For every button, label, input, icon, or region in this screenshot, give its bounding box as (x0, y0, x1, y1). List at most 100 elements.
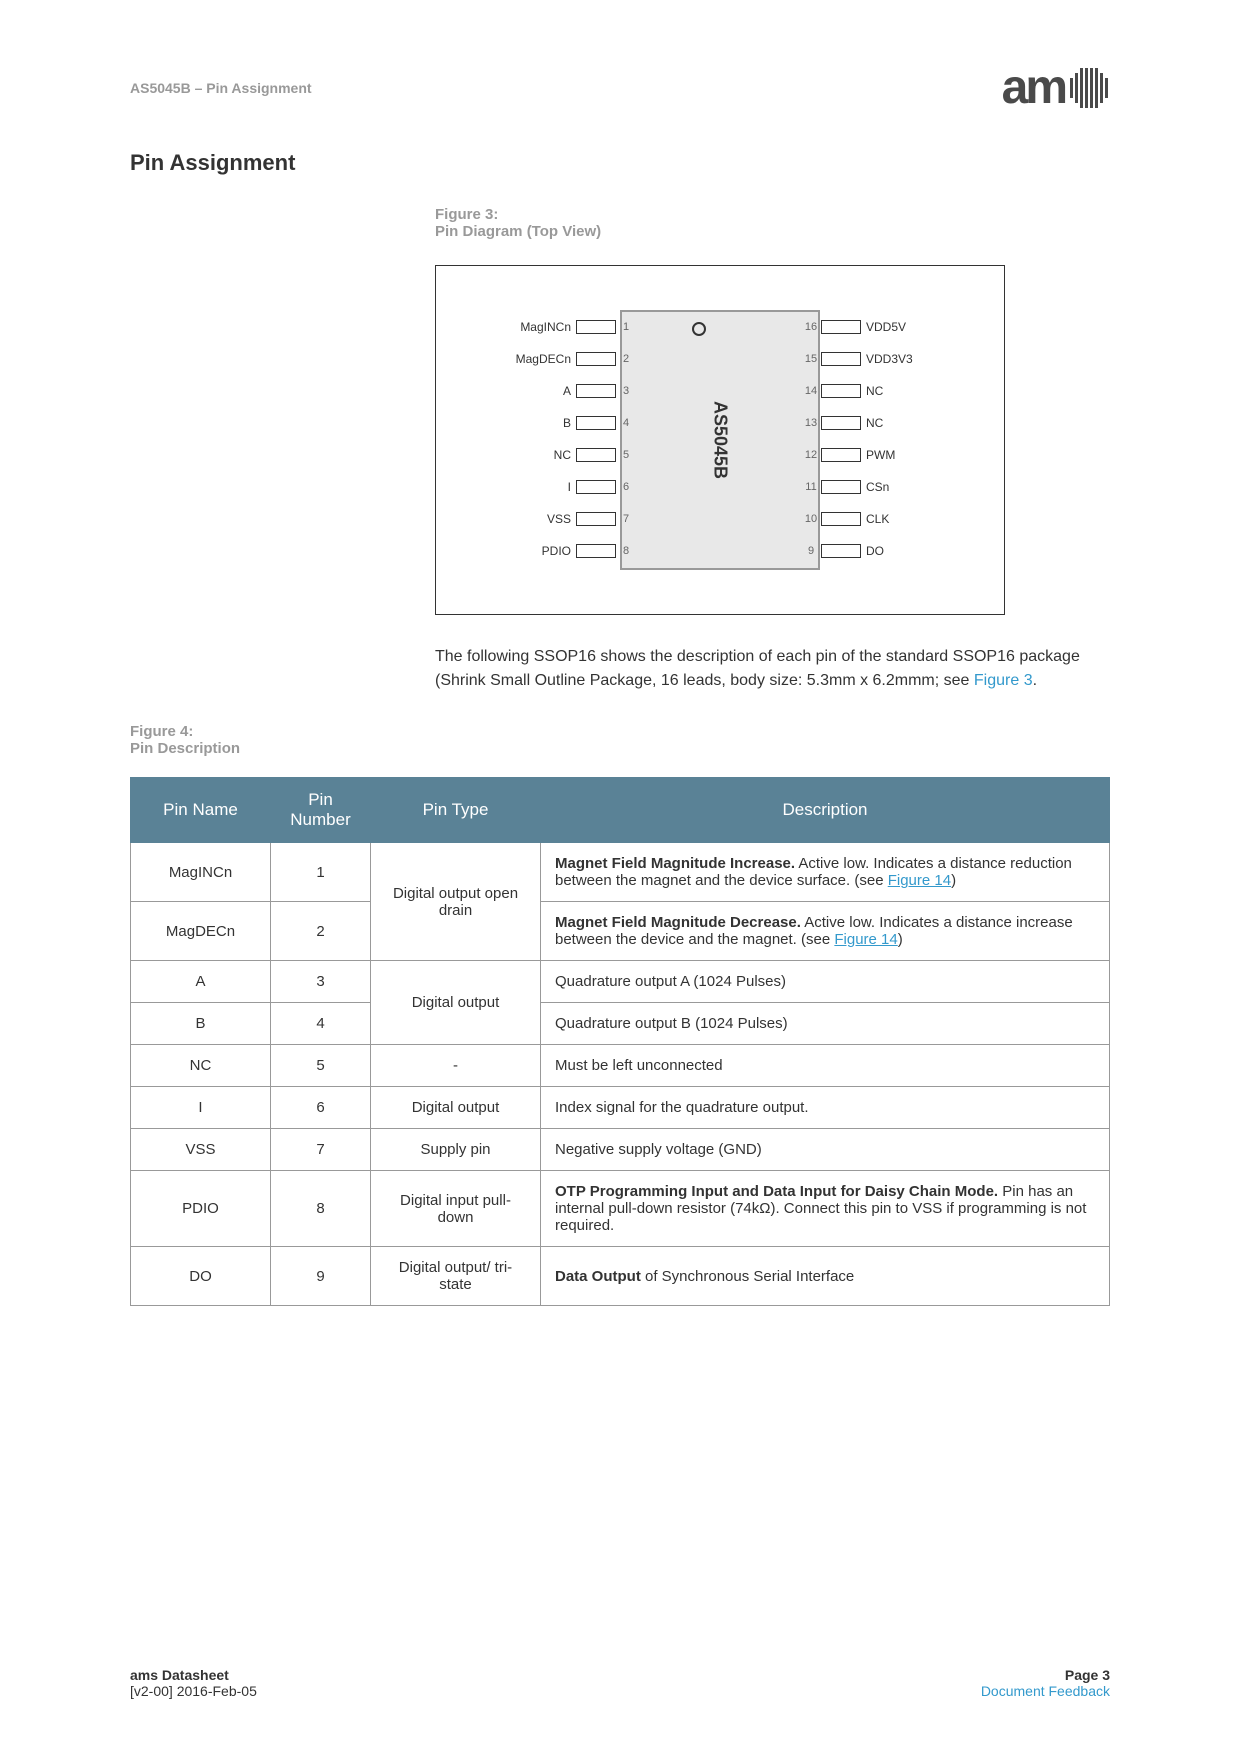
cell-desc: OTP Programming Input and Data Input for… (541, 1171, 1110, 1247)
cell-num: 8 (271, 1171, 371, 1247)
page-header: AS5045B – Pin Assignment am (130, 60, 1110, 115)
cell-desc: Quadrature output A (1024 Pulses) (541, 961, 1110, 1003)
pin-box (576, 384, 616, 398)
figure3-title: Pin Diagram (Top View) (435, 223, 1110, 240)
pin-right-11: 11CSn (801, 471, 931, 503)
pin-num: 9 (801, 545, 821, 557)
cell-desc: Negative supply voltage (GND) (541, 1129, 1110, 1171)
footer-right: Page 3 Document Feedback (981, 1667, 1110, 1699)
header-section: Pin Assignment (206, 80, 311, 96)
cell-desc: Quadrature output B (1024 Pulses) (541, 1003, 1110, 1045)
cell-num: 3 (271, 961, 371, 1003)
figure3-link[interactable]: Figure 3 (974, 672, 1033, 689)
body-text: The following SSOP16 shows the descripti… (435, 645, 1110, 693)
pin-label: PWM (861, 448, 931, 462)
cell-num: 4 (271, 1003, 371, 1045)
table-row: PDIO 8 Digital input pull-down OTP Progr… (131, 1171, 1110, 1247)
footer-left: ams Datasheet [v2-00] 2016-Feb-05 (130, 1667, 257, 1699)
pin-num: 16 (801, 321, 821, 333)
figure14-link[interactable]: Figure 14 (888, 872, 951, 889)
figure14-link[interactable]: Figure 14 (834, 931, 897, 948)
chip-label: AS5045B (710, 401, 731, 479)
pin-num: 14 (801, 385, 821, 397)
figure4-label: Figure 4: (130, 723, 1110, 740)
table-row: MagINCn 1 Digital output open drain Magn… (131, 843, 1110, 902)
cell-num: 7 (271, 1129, 371, 1171)
footer-right1: Page 3 (1065, 1667, 1110, 1683)
pin-left-3: A3 (506, 375, 636, 407)
desc-after: ) (951, 872, 956, 889)
pin-num: 12 (801, 449, 821, 461)
pin-right-9: 9 DO (801, 535, 931, 567)
pin-label: NC (861, 384, 931, 398)
pin-label: MagDECn (506, 352, 576, 366)
cell-desc: Must be left unconnected (541, 1045, 1110, 1087)
cell-desc: Data Output of Synchronous Serial Interf… (541, 1247, 1110, 1306)
pin-num: 10 (801, 513, 821, 525)
pin-box (576, 320, 616, 334)
pin-box (576, 480, 616, 494)
chip-body: AS5045B (620, 310, 820, 570)
pin-label: CSn (861, 480, 931, 494)
pin-label: PDIO (506, 544, 576, 558)
th-pin-type: Pin Type (371, 778, 541, 843)
pin-num: 5 (616, 449, 636, 461)
pin-num: 6 (616, 481, 636, 493)
pin-box (821, 544, 861, 558)
header-product: AS5045B – Pin Assignment (130, 80, 312, 96)
pin-left-2: MagDECn 2 (506, 343, 636, 375)
cell-num: 2 (271, 902, 371, 961)
pin-box (821, 320, 861, 334)
footer-left2: [v2-00] 2016-Feb-05 (130, 1683, 257, 1699)
pin-num: 3 (616, 385, 636, 397)
pin-label: CLK (861, 512, 931, 526)
pin-left-7: VSS7 (506, 503, 636, 535)
cell-name: MagINCn (131, 843, 271, 902)
pin-label: MagINCn (506, 320, 576, 334)
table-row: A 3 Digital output Quadrature output A (… (131, 961, 1110, 1003)
pin-box (576, 512, 616, 526)
logo: am (1002, 60, 1110, 115)
cell-name: I (131, 1087, 271, 1129)
body-text-part2: . (1033, 672, 1037, 689)
pin-box (576, 544, 616, 558)
document-feedback-link[interactable]: Document Feedback (981, 1683, 1110, 1699)
pin-right-14: 14 NC (801, 375, 931, 407)
cell-name: PDIO (131, 1171, 271, 1247)
cell-name: MagDECn (131, 902, 271, 961)
pin-left-4: B4 (506, 407, 636, 439)
table-row: I 6 Digital output Index signal for the … (131, 1087, 1110, 1129)
pin-num: 2 (616, 353, 636, 365)
desc-bold: Magnet Field Magnitude Decrease. (555, 914, 801, 931)
pin-box (576, 416, 616, 430)
table-row: DO 9 Digital output/ tri-state Data Outp… (131, 1247, 1110, 1306)
table-row: MagDECn 2 Magnet Field Magnitude Decreas… (131, 902, 1110, 961)
pin-label: B (506, 416, 576, 430)
pin-box (821, 352, 861, 366)
page-footer: ams Datasheet [v2-00] 2016-Feb-05 Page 3… (130, 1667, 1110, 1699)
pin-num: 8 (616, 545, 636, 557)
cell-name: DO (131, 1247, 271, 1306)
logo-dots-icon (1070, 68, 1110, 108)
figure3-label: Figure 3: (435, 206, 1110, 223)
cell-name: A (131, 961, 271, 1003)
cell-type: - (371, 1045, 541, 1087)
pin-num: 7 (616, 513, 636, 525)
pin-box (821, 384, 861, 398)
pin-label: DO (861, 544, 931, 558)
cell-type: Digital output/ tri-state (371, 1247, 541, 1306)
cell-desc: Magnet Field Magnitude Decrease. Active … (541, 902, 1110, 961)
table-row: VSS 7 Supply pin Negative supply voltage… (131, 1129, 1110, 1171)
cell-num: 5 (271, 1045, 371, 1087)
cell-type: Digital output open drain (371, 843, 541, 961)
pin-description-table: Pin Name Pin Number Pin Type Description… (130, 777, 1110, 1306)
product-code: AS5045B (130, 80, 191, 96)
pin-box (821, 416, 861, 430)
pin-right-13: 13NC (801, 407, 931, 439)
th-description: Description (541, 778, 1110, 843)
header-dash: – (195, 80, 207, 96)
pin-left-1: MagINCn1 (506, 311, 636, 343)
pin-label: VDD5V (861, 320, 931, 334)
cell-num: 9 (271, 1247, 371, 1306)
cell-desc: Index signal for the quadrature output. (541, 1087, 1110, 1129)
